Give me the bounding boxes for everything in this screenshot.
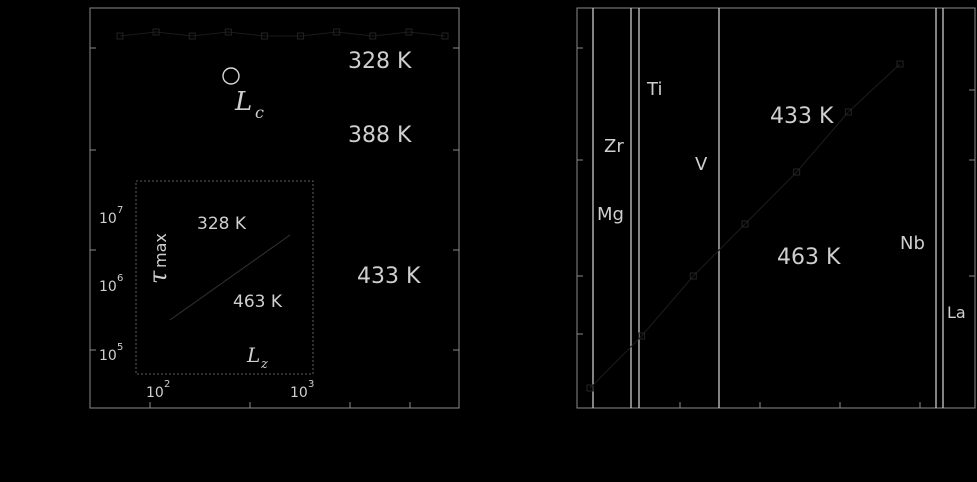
lc-marker-circle <box>222 67 240 85</box>
data-point <box>638 332 646 340</box>
inset-xtick-1e3-exp: 3 <box>308 379 314 390</box>
left-plot-frame <box>89 7 460 409</box>
annotation-328k: 328 K <box>348 49 412 74</box>
data-point <box>586 384 594 392</box>
inset-ylabel-sub: max <box>151 233 170 268</box>
inset-xlabel: L <box>246 343 260 367</box>
inset-ytick-1e6: 10 <box>99 279 117 295</box>
left-series-markers <box>116 28 449 40</box>
data-point <box>116 32 124 40</box>
right-series <box>586 60 904 392</box>
inset-frame <box>135 180 314 375</box>
inset-xlabel-sub: z <box>260 357 268 372</box>
element-label-ti: Ti <box>646 79 662 100</box>
annotation-433k: 433 K <box>357 264 421 289</box>
annotation-433k-right: 433 K <box>770 104 834 129</box>
data-point <box>741 220 749 228</box>
inset-ytick-1e5-exp: 5 <box>117 342 123 353</box>
data-point <box>188 32 196 40</box>
left-series-line <box>119 31 446 37</box>
data-point <box>689 272 697 280</box>
inset-xtick-1e3: 10 <box>290 385 308 401</box>
data-point <box>896 60 904 68</box>
lc-label: L <box>234 87 252 117</box>
right-plot-frame <box>576 7 976 409</box>
data-point <box>260 32 268 40</box>
inset-annotation-328k: 328 K <box>197 214 247 234</box>
inset-xtick-1e2-exp: 2 <box>164 379 170 390</box>
inset-ytick-1e7: 10 <box>99 211 117 227</box>
element-label-zr: Zr <box>604 136 624 157</box>
right-series-line <box>589 63 901 389</box>
data-point <box>224 28 232 36</box>
data-point <box>152 28 160 36</box>
data-point <box>297 32 305 40</box>
element-label-mg: Mg <box>597 204 624 225</box>
annotation-463k-right: 463 K <box>777 245 841 270</box>
element-boundaries <box>592 8 944 408</box>
element-label-la: La <box>947 303 966 322</box>
data-point <box>405 28 413 36</box>
element-label-nb: Nb <box>900 233 925 254</box>
inset-ytick-1e7-exp: 7 <box>117 205 123 216</box>
inset-ytick-1e6-exp: 6 <box>117 273 123 284</box>
inset-line <box>169 234 291 321</box>
inset-ytick-1e5: 10 <box>99 348 117 364</box>
lc-subscript: c <box>255 103 264 122</box>
data-point <box>441 32 449 40</box>
annotation-388k: 388 K <box>348 123 412 148</box>
left-panel: 328 K 388 K 433 K L c 328 K 463 K τ max … <box>89 7 460 409</box>
inset-xtick-1e2: 10 <box>146 385 164 401</box>
inset-annotation-463k: 463 K <box>233 292 283 312</box>
data-point <box>793 168 801 176</box>
element-label-v: V <box>695 154 708 175</box>
data-point <box>844 108 852 116</box>
data-point <box>369 32 377 40</box>
inset-ylabel: τ <box>144 270 172 284</box>
right-panel: 433 K 463 K Mg Zr Ti V Nb La <box>576 7 976 409</box>
data-point <box>333 28 341 36</box>
inset-chart: 328 K 463 K τ max L z 10 7 10 6 10 5 10 … <box>99 180 314 401</box>
left-ticks <box>90 47 459 408</box>
right-ticks <box>577 47 975 408</box>
